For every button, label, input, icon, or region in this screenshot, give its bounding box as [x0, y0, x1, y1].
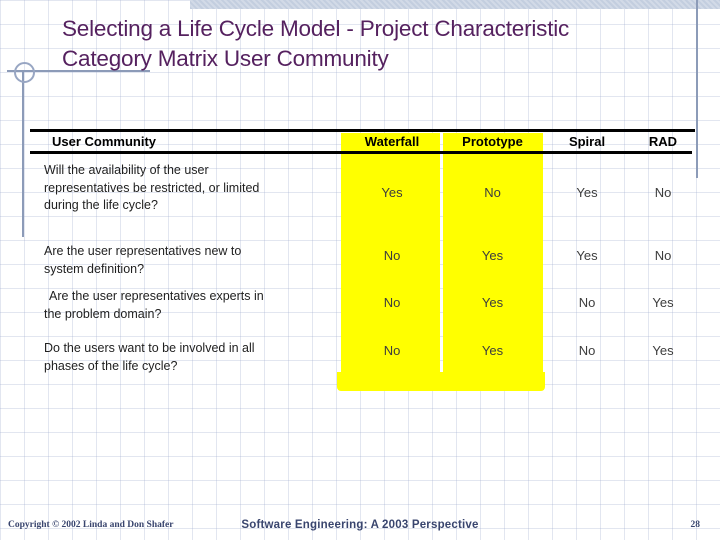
cell-waterfall: Yes [381, 184, 403, 200]
question-text: Do the users want to be involved in all … [44, 341, 255, 373]
header-category: User Community [52, 134, 157, 149]
header-waterfall: Waterfall [364, 134, 420, 149]
cell-waterfall: No [383, 247, 401, 263]
table-header-row: User Community Waterfall Prototype Spira… [30, 132, 695, 151]
table-row: Are the user representatives new to syst… [30, 230, 695, 280]
cell-rad: No [654, 184, 672, 200]
cell-spiral: No [578, 342, 596, 358]
cell-prototype: Yes [481, 342, 504, 358]
title-underline-accent [7, 70, 150, 72]
table-top-rule [30, 129, 695, 132]
cell-spiral: Yes [576, 184, 598, 200]
page-number: 28 [690, 520, 701, 530]
cell-rad: Yes [652, 295, 674, 310]
header-spiral: Spiral [568, 134, 606, 149]
cell-prototype: No [484, 184, 501, 200]
question-text: Will the availability of the user repres… [44, 163, 260, 212]
cell-prototype: Yes [481, 247, 504, 263]
footer-book-title: Software Engineering: A 2003 Perspective [241, 519, 479, 531]
cell-rad: No [654, 247, 672, 263]
header-prototype: Prototype [462, 134, 523, 149]
top-accent-band [190, 0, 720, 9]
cell-waterfall: No [383, 342, 401, 358]
cell-prototype: Yes [481, 295, 504, 310]
table-row: Do the users want to be involved in all … [30, 325, 695, 373]
question-text: Are the user representatives experts in … [44, 289, 264, 321]
highlight-bottom-blob [337, 372, 545, 391]
table-header-rule [30, 151, 692, 154]
question-text: Are the user representatives new to syst… [44, 244, 242, 276]
cell-rad: Yes [652, 342, 674, 358]
highlight-prototype-column [443, 133, 543, 373]
table-row: Are the user representatives experts in … [30, 280, 695, 325]
footer-copyright: Copyright © 2002 Linda and Don Shafer [8, 520, 174, 530]
cell-spiral: No [578, 295, 596, 310]
cell-waterfall: No [383, 295, 401, 310]
highlight-waterfall-column [341, 133, 440, 373]
slide-title: Selecting a Life Cycle Model - Project C… [62, 16, 570, 71]
left-accent-line [22, 71, 24, 237]
header-rad: RAD [648, 134, 678, 149]
characteristic-matrix-table: User Community Waterfall Prototype Spira… [30, 129, 695, 373]
cell-spiral: Yes [576, 247, 598, 263]
accent-circle-icon [14, 62, 35, 83]
right-accent-line [696, 0, 698, 178]
table-row: Will the availability of the user repres… [30, 154, 695, 230]
